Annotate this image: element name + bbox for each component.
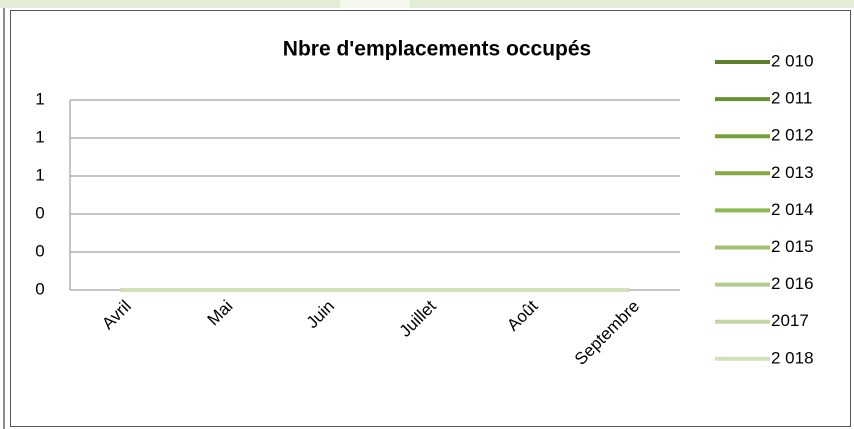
legend-label: 2 012: [771, 126, 814, 145]
chart-title: Nbre d'emplacements occupés: [283, 38, 591, 61]
legend-label: 2 011: [771, 89, 812, 108]
y-tick-label: 1: [35, 165, 44, 184]
legend-label: 2 016: [771, 274, 814, 293]
y-tick-label: 0: [35, 241, 44, 260]
y-tick-label: 1: [35, 127, 44, 146]
legend-label: 2 018: [771, 348, 814, 367]
y-tick-label: 0: [35, 279, 44, 298]
legend-label: 2 013: [771, 163, 814, 182]
legend-label: 2 010: [771, 51, 814, 70]
legend-label: 2017: [771, 311, 809, 330]
chart-frame: [10, 10, 851, 427]
y-tick-label: 1: [35, 89, 44, 108]
legend-label: 2 015: [771, 237, 814, 256]
tab: [340, 0, 410, 8]
y-tick-label: 0: [35, 203, 44, 222]
legend-label: 2 014: [771, 200, 814, 219]
top-strip: [0, 0, 854, 8]
